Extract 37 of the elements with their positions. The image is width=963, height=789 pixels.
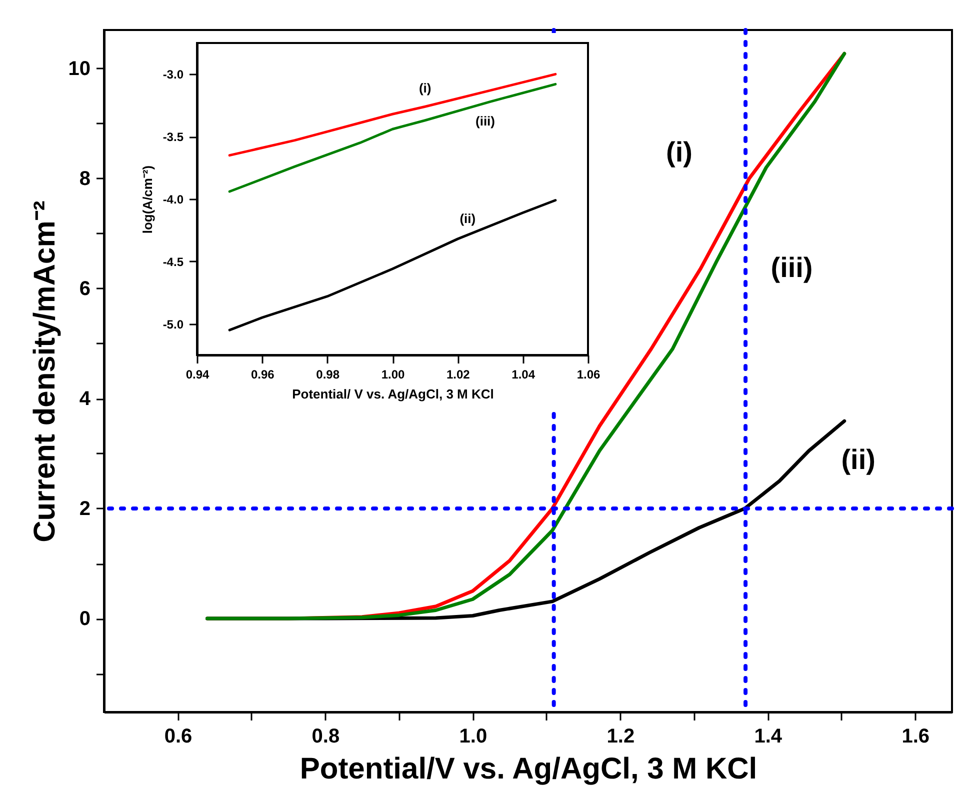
line-series (228, 72, 557, 157)
y-tick-label: -5.0 (162, 317, 184, 332)
x-tick-label: 1.2 (606, 726, 635, 748)
x-axis-title: Potential/V vs. Ag/AgCl, 3 M KCl (300, 752, 758, 786)
line-series (228, 199, 557, 332)
series-label: (iii) (476, 114, 495, 129)
y-tick-label: -3.0 (162, 68, 184, 82)
series-label: (i) (418, 80, 432, 96)
series-label: (ii) (841, 444, 876, 476)
x-tick-label: 1.0 (459, 726, 488, 748)
x-tick-label: 1.06 (576, 368, 600, 382)
x-tick-label: 1.02 (446, 368, 470, 382)
x-tick-label: 1.04 (512, 368, 536, 382)
y-axis-title: Current density/mAcm⁻² (28, 200, 62, 542)
x-tick-label: 0.94 (186, 368, 210, 382)
x-tick-label: 0.8 (312, 726, 340, 748)
x-tick-label: 0.96 (250, 368, 275, 382)
y-tick-label: -4.0 (162, 192, 184, 206)
y-tick-label: 2 (79, 498, 90, 520)
y-tick-label: -3.5 (162, 130, 184, 144)
y-tick-label: 0 (79, 608, 90, 630)
x-tick-label: 1.6 (902, 726, 930, 748)
y-tick-label: -4.5 (162, 254, 184, 269)
y-tick-label: 8 (79, 168, 90, 190)
line-series (228, 82, 557, 193)
y-axis-title: log(A/cm⁻²) (140, 165, 155, 234)
series-label: (iii) (770, 252, 813, 283)
x-tick-label: 0.6 (164, 726, 192, 748)
x-axis-title: Potential/ V vs. Ag/AgCl, 3 M KCl (292, 386, 494, 402)
series-label: (ii) (460, 210, 476, 226)
y-tick-label: 6 (79, 278, 90, 300)
y-tick-label: 10 (68, 58, 90, 80)
x-tick-label: 1.4 (754, 726, 783, 748)
series-label: (i) (666, 136, 692, 168)
y-tick-label: 4 (79, 388, 92, 410)
x-tick-label: 1.00 (381, 368, 405, 382)
x-tick-label: 0.98 (316, 368, 340, 382)
